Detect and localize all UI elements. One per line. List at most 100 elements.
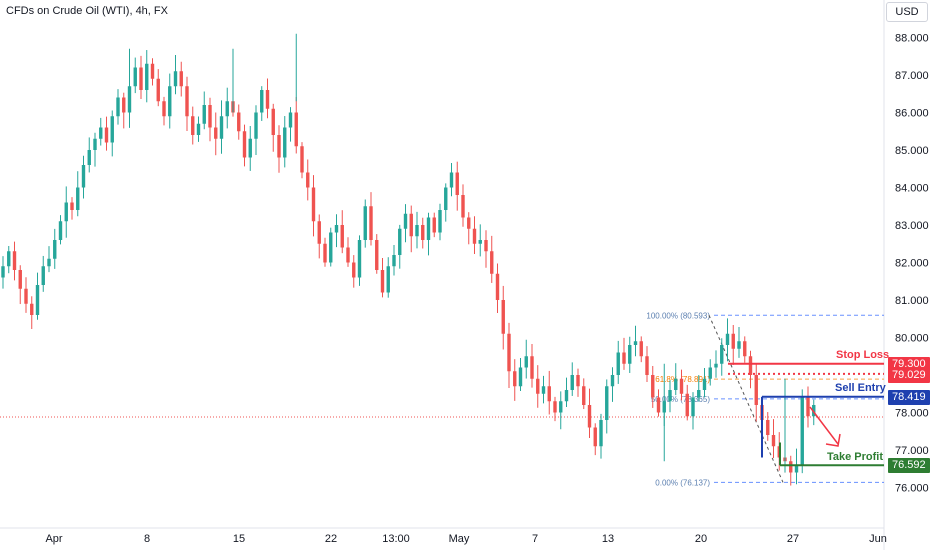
candle-body xyxy=(93,138,97,150)
fib-level-label: 100.00% (80.593) xyxy=(646,311,710,320)
candle-body xyxy=(708,367,712,379)
candle-body xyxy=(771,435,776,447)
candle-body xyxy=(24,288,28,304)
candle-body xyxy=(576,375,580,387)
y-tick-label: 77.000 xyxy=(895,445,929,457)
candle-body xyxy=(547,386,551,402)
candle-body xyxy=(426,217,431,240)
candle-body xyxy=(484,240,488,252)
candle-body xyxy=(104,127,109,143)
candle-body xyxy=(766,420,770,435)
candle-body xyxy=(610,375,615,387)
candle-body xyxy=(47,258,51,267)
candle-body xyxy=(432,217,436,233)
candle-body xyxy=(18,270,22,289)
y-tick-label: 76.000 xyxy=(895,483,929,495)
take-profit-price-tag: 76.592 xyxy=(888,458,930,473)
candle-body xyxy=(553,401,557,413)
candle-body xyxy=(283,127,287,158)
candle-body xyxy=(363,206,367,240)
candle-body xyxy=(225,101,229,117)
candle-body xyxy=(271,108,275,135)
candle-body xyxy=(731,333,735,349)
y-tick-label: 83.000 xyxy=(895,220,929,232)
candle-body xyxy=(300,146,304,173)
y-tick-label: 87.000 xyxy=(895,70,929,82)
candle-body xyxy=(1,266,5,278)
candle-body xyxy=(12,251,17,270)
candle-body xyxy=(317,221,321,244)
candle-body xyxy=(248,138,252,158)
candle-body xyxy=(41,266,45,285)
y-tick-label: 85.000 xyxy=(895,145,929,157)
x-tick-label: Jun xyxy=(869,533,887,545)
y-tick-label: 80.000 xyxy=(895,333,929,345)
candle-body xyxy=(743,341,747,357)
candle-body xyxy=(116,97,120,117)
candle-body xyxy=(35,285,40,315)
candle-body xyxy=(720,345,724,364)
candle-body xyxy=(386,266,390,293)
candle-body xyxy=(260,90,264,113)
candle-body xyxy=(323,243,327,263)
candle-body xyxy=(679,378,684,394)
stop-dotted-price-tag: 79.029 xyxy=(888,368,930,383)
candle-body xyxy=(58,221,63,240)
candle-body xyxy=(593,427,597,447)
chart-title: CFDs on Crude Oil (WTI), 4h, FX xyxy=(6,5,168,17)
candle-body xyxy=(490,251,494,274)
candle-body xyxy=(288,112,293,128)
currency-selector[interactable]: USD xyxy=(886,2,928,22)
candle-body xyxy=(179,71,183,87)
candle-body xyxy=(685,393,689,417)
candle-body xyxy=(622,352,626,364)
candle-body xyxy=(185,86,189,117)
candle-body xyxy=(409,213,413,237)
candle-body xyxy=(64,202,68,222)
candle-body xyxy=(133,67,137,87)
candle-body xyxy=(461,195,465,218)
candle-body xyxy=(122,97,126,113)
projection-arrow-line xyxy=(809,406,839,445)
candle-body xyxy=(214,127,218,139)
y-tick-label: 84.000 xyxy=(895,183,929,195)
candle-body xyxy=(714,363,718,368)
candle-body xyxy=(495,273,500,300)
candle-body xyxy=(294,112,298,147)
candle-body xyxy=(518,367,523,387)
candle-body xyxy=(7,251,11,267)
projection-arrow-head xyxy=(825,433,841,447)
candle-body xyxy=(306,172,310,188)
candle-body xyxy=(254,112,258,139)
candle-body xyxy=(139,67,143,90)
sell-entry-price-tag: 78.419 xyxy=(888,390,930,405)
candle-body xyxy=(582,386,586,405)
sell-entry-label: Sell Entry xyxy=(835,382,886,394)
x-tick-label: 20 xyxy=(695,533,707,545)
fib-level-label: 0.00% (76.137) xyxy=(655,478,710,487)
candle-body xyxy=(168,86,172,117)
candle-body xyxy=(329,232,333,263)
candle-body xyxy=(380,270,385,293)
x-tick-label: Apr xyxy=(45,533,62,545)
candle-body xyxy=(196,123,201,135)
candle-body xyxy=(806,397,810,417)
candle-body xyxy=(352,262,356,278)
y-tick-label: 81.000 xyxy=(895,295,929,307)
x-tick-label: 7 xyxy=(532,533,538,545)
candle-body xyxy=(564,390,569,402)
candle-body xyxy=(616,352,620,375)
candle-body xyxy=(536,378,540,394)
candle-body xyxy=(697,390,701,398)
candle-body xyxy=(455,172,459,195)
x-tick-label: 8 xyxy=(144,533,150,545)
stop-loss-label: Stop Loss xyxy=(836,349,890,361)
candle-body xyxy=(472,228,477,244)
candle-body xyxy=(748,356,753,375)
candle-body xyxy=(794,465,799,473)
candle-body xyxy=(524,356,528,368)
candle-body xyxy=(127,86,132,113)
candle-body xyxy=(656,397,661,413)
candle-body xyxy=(53,240,57,259)
